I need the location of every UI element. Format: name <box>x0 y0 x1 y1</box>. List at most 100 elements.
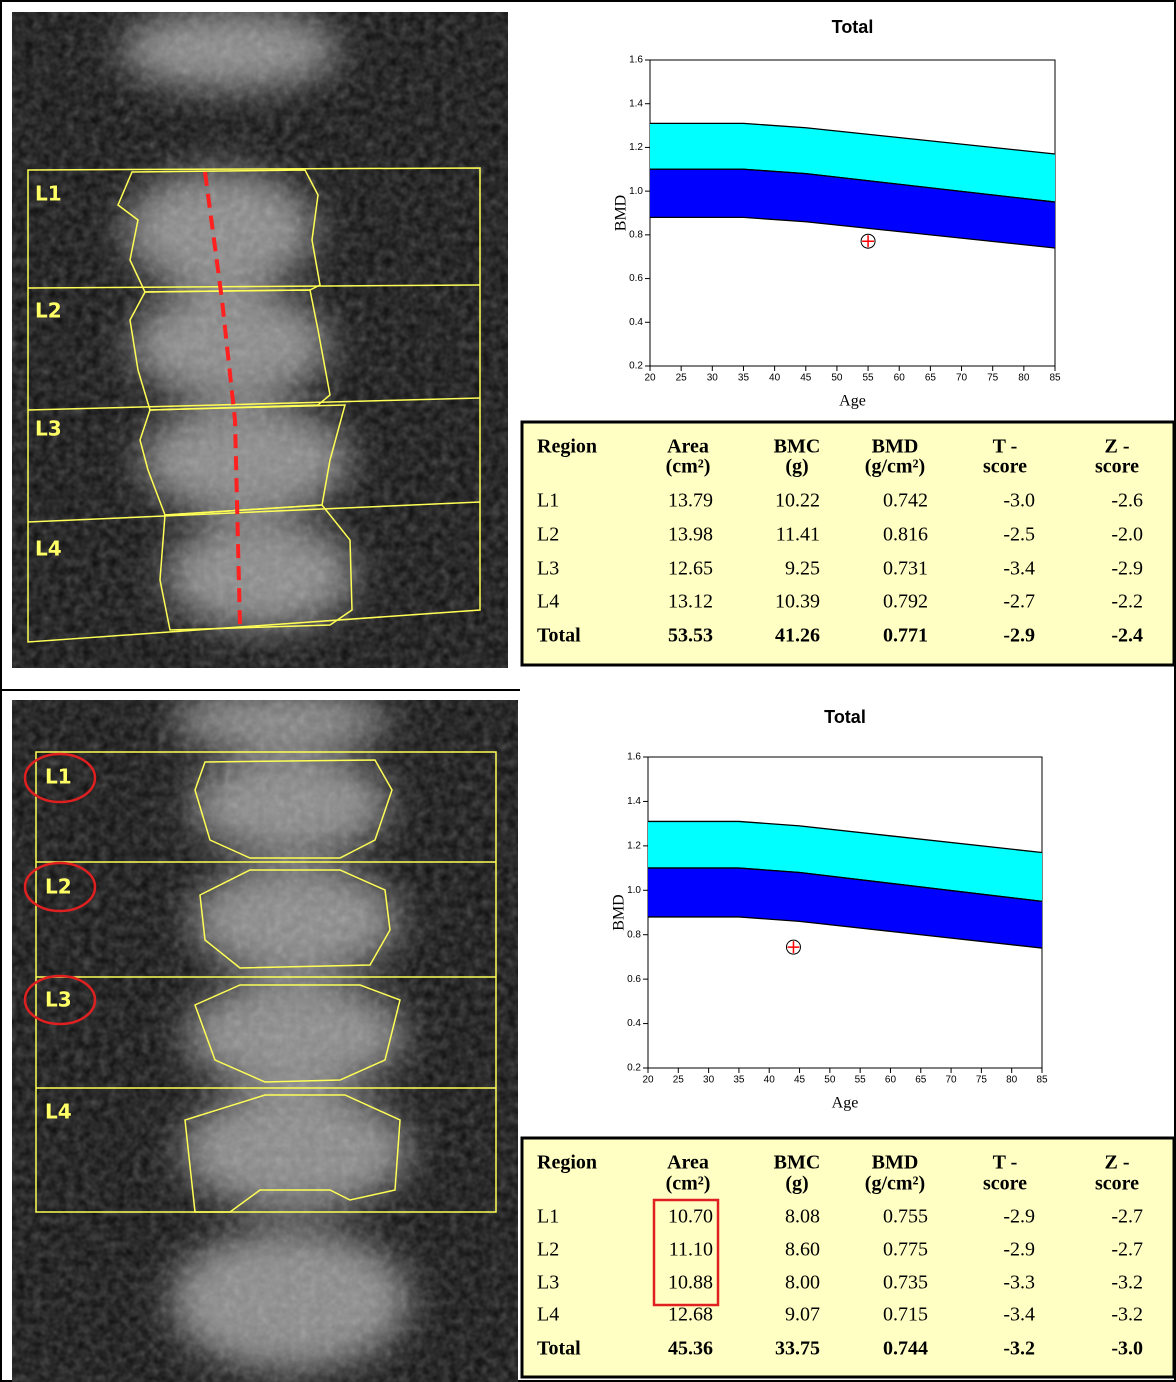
table-header: (g) <box>785 1173 808 1195</box>
table-cell: 12.68 <box>668 1304 713 1326</box>
table-cell: 9.25 <box>785 558 820 580</box>
table-cell: -3.3 <box>1003 1272 1035 1294</box>
x-tick-label: 25 <box>673 1075 685 1086</box>
table-cell: L1 <box>537 1206 559 1228</box>
x-tick-label: 55 <box>855 1075 867 1086</box>
table-cell: 13.12 <box>668 591 713 613</box>
x-tick-label: 20 <box>642 1075 654 1086</box>
x-tick-label: 25 <box>676 373 688 384</box>
x-tick-label: 40 <box>764 1075 776 1086</box>
scan-image <box>12 10 508 668</box>
table-header: Region <box>537 436 597 458</box>
x-tick-label: 70 <box>946 1075 958 1086</box>
x-tick-label: 65 <box>925 373 937 384</box>
table-cell: -3.4 <box>1003 1304 1035 1326</box>
table-cell: L3 <box>537 1272 559 1294</box>
vertebra-label: L1 <box>45 765 72 789</box>
y-tick-label: 0.2 <box>629 361 643 372</box>
table-cell: -2.9 <box>1003 625 1035 647</box>
table-cell: 0.735 <box>883 1272 928 1294</box>
x-axis-label: Age <box>839 393 866 410</box>
table-header: BMC <box>774 1152 821 1174</box>
table-cell: -2.9 <box>1003 1206 1035 1228</box>
table-header: Z - <box>1105 1152 1130 1174</box>
table-cell: 12.65 <box>668 558 713 580</box>
x-tick-label: 50 <box>831 373 843 384</box>
x-tick-label: 65 <box>915 1075 927 1086</box>
table-cell: 8.00 <box>785 1272 820 1294</box>
table-cell: -2.9 <box>1111 558 1143 580</box>
table-cell: 0.715 <box>883 1304 928 1326</box>
x-tick-label: 30 <box>707 373 719 384</box>
y-tick-label: 0.4 <box>629 317 643 328</box>
vertebra-label: L2 <box>35 299 62 323</box>
table-header: score <box>1095 456 1139 478</box>
table-cell: 45.36 <box>668 1338 713 1360</box>
table-header: T - <box>993 436 1018 458</box>
table-header: Region <box>537 1152 597 1174</box>
table-cell: Total <box>537 1338 581 1360</box>
x-tick-label: 50 <box>824 1075 836 1086</box>
x-tick-label: 35 <box>733 1075 745 1086</box>
table-cell: -2.0 <box>1111 524 1143 546</box>
table-header: (cm²) <box>666 1173 711 1195</box>
x-tick-label: 75 <box>987 373 999 384</box>
table-cell: -3.0 <box>1111 1338 1143 1360</box>
table-cell: 13.98 <box>668 524 713 546</box>
x-tick-label: 55 <box>863 373 875 384</box>
vertebra-label: L3 <box>45 988 72 1012</box>
x-tick-label: 45 <box>794 1075 806 1086</box>
table-cell: -3.4 <box>1003 558 1035 580</box>
table-cell: 13.79 <box>668 490 713 512</box>
table-cell: 0.792 <box>883 591 928 613</box>
table-cell: L4 <box>537 1304 559 1326</box>
table-cell: -2.4 <box>1111 625 1143 647</box>
table-header: Area <box>667 1152 709 1174</box>
table-cell: -2.7 <box>1111 1239 1143 1261</box>
y-tick-label: 1.0 <box>629 186 643 197</box>
table-cell: 0.744 <box>883 1338 928 1360</box>
table-cell: -2.7 <box>1111 1206 1143 1228</box>
x-tick-label: 85 <box>1036 1075 1048 1086</box>
x-tick-label: 60 <box>885 1075 897 1086</box>
table-cell: 41.26 <box>775 625 820 647</box>
table-cell: 0.816 <box>883 524 928 546</box>
vertebra-label: L4 <box>45 1100 72 1124</box>
table-cell: -2.7 <box>1003 591 1035 613</box>
table-cell: -2.5 <box>1003 524 1035 546</box>
y-tick-label: 0.8 <box>627 929 641 940</box>
table-header: score <box>1095 1173 1139 1195</box>
y-tick-label: 1.0 <box>627 885 641 896</box>
table-cell: -3.0 <box>1003 490 1035 512</box>
table-cell: -2.9 <box>1003 1239 1035 1261</box>
table-cell: Total <box>537 625 581 647</box>
x-tick-label: 85 <box>1049 373 1061 384</box>
y-tick-label: 1.6 <box>629 55 643 66</box>
y-tick-label: 1.6 <box>627 752 641 763</box>
y-axis-label: BMD <box>613 195 630 231</box>
chart-title: Total <box>824 707 866 727</box>
table-cell: 0.755 <box>883 1206 928 1228</box>
y-axis-label: BMD <box>611 894 628 930</box>
y-tick-label: 1.4 <box>627 796 641 807</box>
x-tick-label: 30 <box>703 1075 715 1086</box>
y-tick-label: 0.2 <box>627 1063 641 1074</box>
table-cell: L1 <box>537 490 559 512</box>
table-cell: 53.53 <box>668 625 713 647</box>
y-tick-label: 0.8 <box>629 229 643 240</box>
vertebra-label: L3 <box>35 417 62 441</box>
table-header: Area <box>667 436 709 458</box>
table-box <box>522 1138 1174 1377</box>
table-header: T - <box>993 1152 1018 1174</box>
table-header: BMD <box>872 436 919 458</box>
y-tick-label: 1.2 <box>629 142 643 153</box>
table-header: score <box>983 1173 1027 1195</box>
x-tick-label: 70 <box>956 373 968 384</box>
table-cell: -3.2 <box>1111 1272 1143 1294</box>
table-header: (g) <box>785 456 808 478</box>
table-cell: -3.2 <box>1003 1338 1035 1360</box>
table-cell: 11.41 <box>776 524 820 546</box>
y-tick-label: 0.6 <box>627 974 641 985</box>
x-tick-label: 60 <box>894 373 906 384</box>
x-tick-label: 35 <box>738 373 750 384</box>
